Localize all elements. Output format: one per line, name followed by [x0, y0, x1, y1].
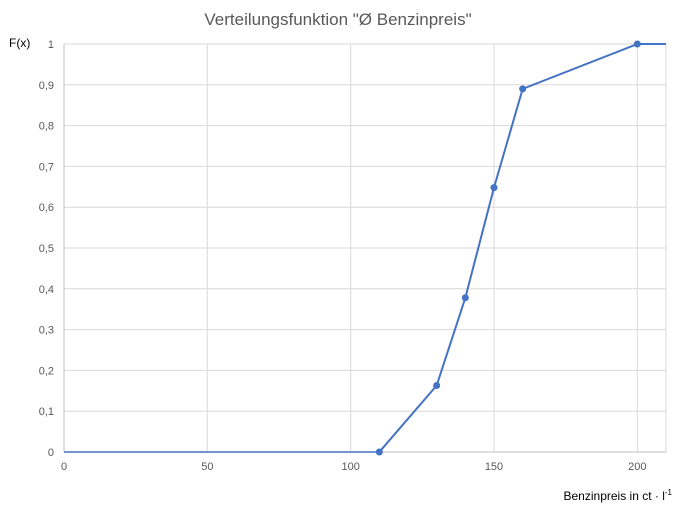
x-axis-label: Benzinpreis in ct · l-1: [564, 488, 673, 503]
x-tick-label: 200: [628, 461, 646, 473]
x-tick-label: 150: [485, 461, 503, 473]
series-line: [378, 43, 638, 453]
y-tick-label: 0,5: [39, 243, 54, 255]
y-tick-label: 0,6: [39, 202, 54, 214]
grid-layer: [63, 43, 667, 453]
x-tick-label: 100: [341, 461, 359, 473]
y-tick-label: 0,1: [39, 406, 54, 418]
y-tick-label: 1: [48, 39, 54, 51]
y-tick-label: 0,9: [39, 80, 54, 92]
x-tick-label: 50: [201, 461, 213, 473]
y-tick-label: 0,8: [39, 121, 54, 133]
y-axis-label: F(x): [9, 36, 30, 50]
x-axis-label-text: Benzinpreis in ct · l: [564, 489, 665, 503]
chart-title: Verteilungsfunktion "Ø Benzinpreis": [204, 10, 471, 29]
data-point: [490, 184, 498, 192]
data-point: [633, 40, 641, 48]
tick-layer: 0 0,1 0,2 0,3 0,4 0,5 0,6 0,7 0,8 0,9 1 0 50 100 150 20…: [39, 39, 647, 473]
x-tick-label: 0: [61, 461, 67, 473]
series-layer: [64, 40, 666, 456]
data-point: [519, 85, 527, 93]
y-tick-label: 0,4: [39, 284, 54, 296]
y-tick-label: 0,3: [39, 325, 54, 337]
y-tick-label: 0: [48, 447, 54, 459]
y-tick-label: 0,7: [39, 161, 54, 173]
data-point: [461, 294, 469, 302]
data-point: [375, 448, 383, 456]
y-tick-label: 0,2: [39, 365, 54, 377]
data-point: [433, 381, 441, 389]
x-axis-label-superscript: -1: [665, 488, 673, 497]
